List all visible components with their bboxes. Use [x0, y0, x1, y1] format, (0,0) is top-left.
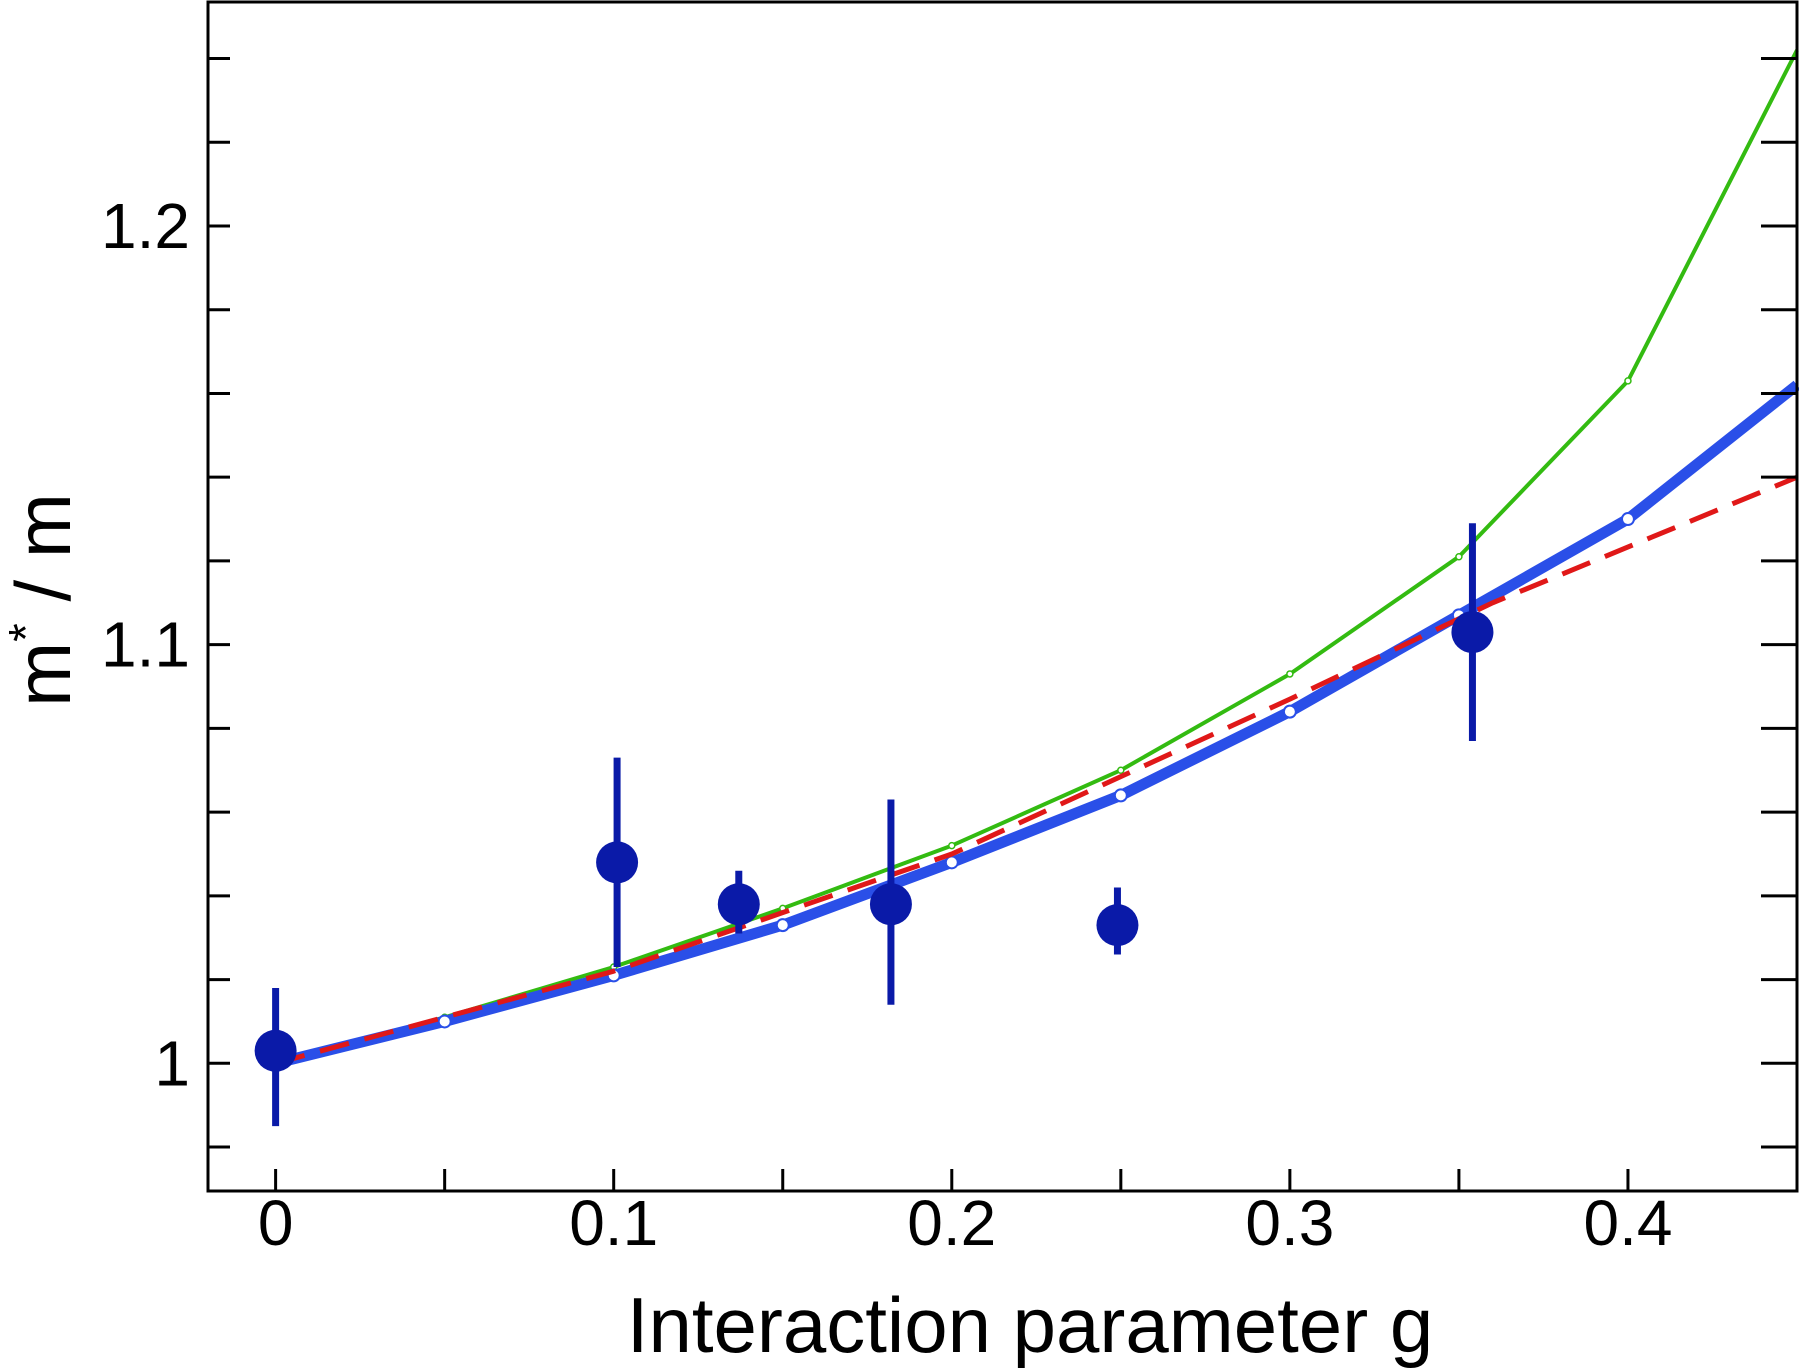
ticks-layer: [208, 57, 1797, 1191]
y-tick-label: 1.1: [101, 609, 190, 681]
series-1-marker: [437, 1014, 452, 1029]
series-line-1: [274, 380, 1799, 1069]
y-axis-label-rest: / m: [0, 493, 87, 623]
x-axis-label: Interaction parameter g: [627, 1281, 1433, 1368]
y-tick-label: 1.2: [101, 190, 190, 262]
y-axis-label: m* / m: [0, 493, 87, 707]
plot-frame: [206, 0, 1799, 1193]
series-0-marker: [1286, 670, 1294, 678]
x-tick-label: 0: [258, 1187, 294, 1259]
series-1-marker: [1113, 788, 1128, 803]
series-layer: [254, 49, 1799, 1127]
y-tick-label: 1: [154, 1027, 190, 1099]
series-1-marker: [1282, 704, 1297, 719]
x-tick-label: 0.3: [1245, 1187, 1334, 1259]
y-axis-label-sup: *: [0, 623, 53, 642]
data-point: [869, 883, 912, 926]
x-tick-label: 0.1: [569, 1187, 658, 1259]
series-1-marker: [1620, 512, 1635, 527]
series-0-marker: [948, 841, 956, 850]
x-tick-label: 0.2: [907, 1187, 996, 1259]
series-0-marker: [1455, 552, 1463, 561]
series-line-0: [275, 49, 1799, 1066]
data-point: [1451, 611, 1494, 654]
series-1-marker: [944, 855, 959, 870]
y-axis-label-main: m: [0, 642, 87, 707]
data-point: [717, 883, 760, 926]
series-1-marker: [775, 918, 790, 933]
tick-labels: 0 0.1 0.2 0.3 0.4 1 1.1 1.2: [101, 190, 1672, 1259]
series-0-marker: [1117, 766, 1125, 774]
data-point: [596, 841, 639, 884]
data-point: [254, 1029, 297, 1072]
x-tick-label: 0.4: [1583, 1187, 1672, 1259]
series-0-marker: [1624, 377, 1632, 385]
data-point: [1096, 904, 1139, 947]
series-line-2: [274, 474, 1798, 1066]
